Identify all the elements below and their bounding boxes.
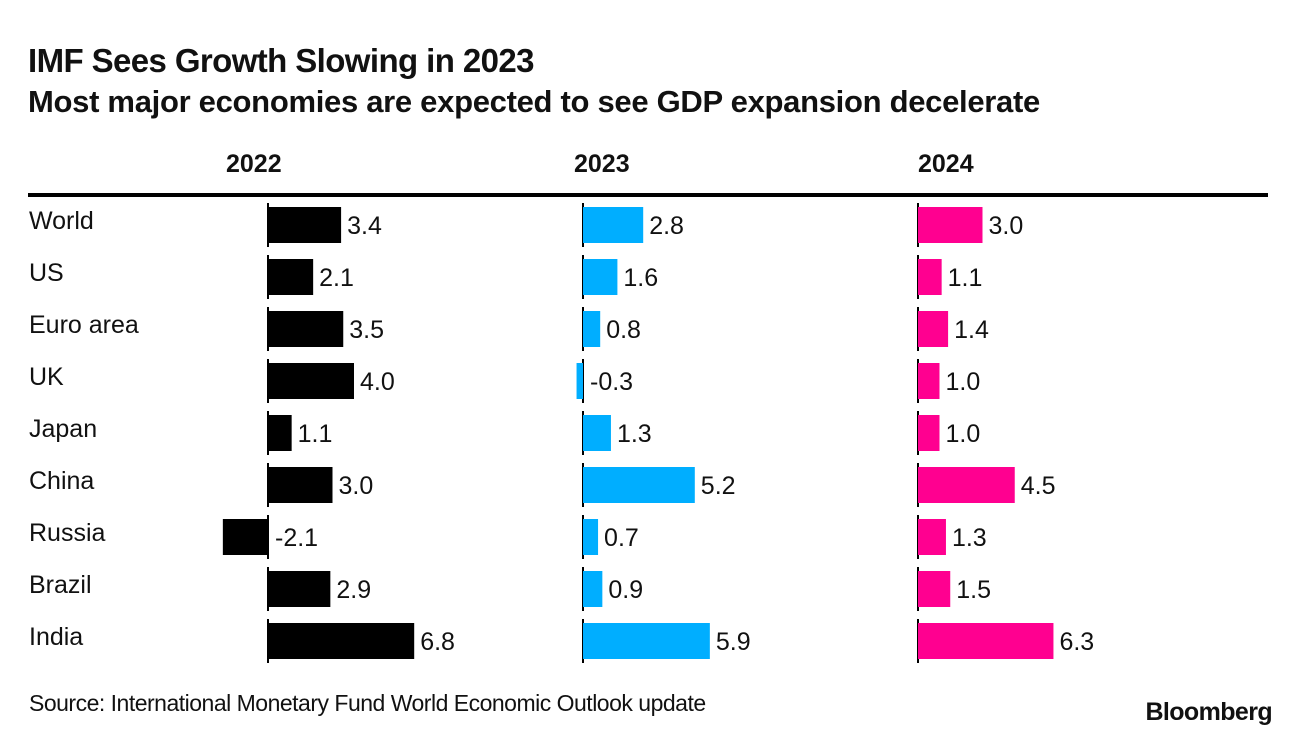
row-label: China [29,467,95,495]
bar-2023-us [583,259,618,295]
data-label: -0.3 [590,368,633,396]
row-label: US [29,259,64,287]
bar-2022-russia [222,519,268,555]
row-label: Russia [29,519,106,547]
bar-2022-china [268,467,333,503]
row-label: Brazil [29,571,92,599]
data-label: 1.1 [298,420,333,448]
bar-2024-brazil [918,571,951,607]
source-note: Source: International Monetary Fund Worl… [29,690,706,716]
row-label: Japan [29,415,98,443]
row-label: India [29,623,84,651]
data-label: 3.4 [347,212,382,240]
row-label: World [29,207,94,235]
bar-2022-us [268,259,314,295]
bar-2023-euro-area [583,311,601,347]
data-label: 0.7 [604,524,639,552]
data-label: 4.0 [360,368,395,396]
bar-2024-russia [918,519,946,555]
data-label: 1.5 [956,576,991,604]
row-label: UK [29,363,64,391]
header-rule [28,193,1268,197]
bar-2022-uk [268,363,354,399]
data-label: 2.8 [649,212,684,240]
bar-2023-russia [583,519,599,555]
data-label: 6.3 [1059,628,1094,656]
bar-2022-japan [268,415,292,451]
data-label: 1.6 [623,264,658,292]
bar-2022-world [268,207,342,243]
data-label: 2.1 [319,264,354,292]
data-label: 1.3 [617,420,652,448]
column-header-2022: 2022 [226,150,282,178]
bar-2023-uk [576,363,583,399]
bar-2024-uk [918,363,940,399]
data-label: 5.2 [701,472,736,500]
bar-2024-china [918,467,1015,503]
bar-2024-japan [918,415,940,451]
bar-2023-world [583,207,644,243]
chart-subtitle: Most major economies are expected to see… [28,84,1040,119]
data-label: 6.8 [420,628,455,656]
column-header-2023: 2023 [574,150,630,178]
bar-2022-india [268,623,415,659]
bar-2024-euro-area [918,311,949,347]
data-label: 1.1 [948,264,983,292]
bloomberg-logo: Bloomberg [1145,698,1272,726]
data-label: 1.3 [952,524,987,552]
bar-2024-world [918,207,983,243]
data-label: 0.8 [606,316,641,344]
data-label: 1.0 [946,420,981,448]
bar-2023-china [583,467,695,503]
bar-2022-brazil [268,571,331,607]
column-header-2024: 2024 [918,150,974,178]
data-label: 3.5 [349,316,384,344]
bar-2023-japan [583,415,611,451]
chart-title: IMF Sees Growth Slowing in 2023 [28,42,534,79]
data-label: 0.9 [608,576,643,604]
data-label: 1.4 [954,316,989,344]
data-label: 1.0 [946,368,981,396]
bar-2023-india [583,623,710,659]
data-label: -2.1 [275,524,318,552]
data-label: 2.9 [336,576,371,604]
data-label: 3.0 [989,212,1024,240]
bar-2022-euro-area [268,311,344,347]
bar-2024-india [918,623,1054,659]
data-label: 4.5 [1021,472,1056,500]
row-label: Euro area [29,311,139,339]
bar-2024-us [918,259,942,295]
data-label: 5.9 [716,628,751,656]
data-label: 3.0 [339,472,374,500]
bar-2023-brazil [583,571,603,607]
